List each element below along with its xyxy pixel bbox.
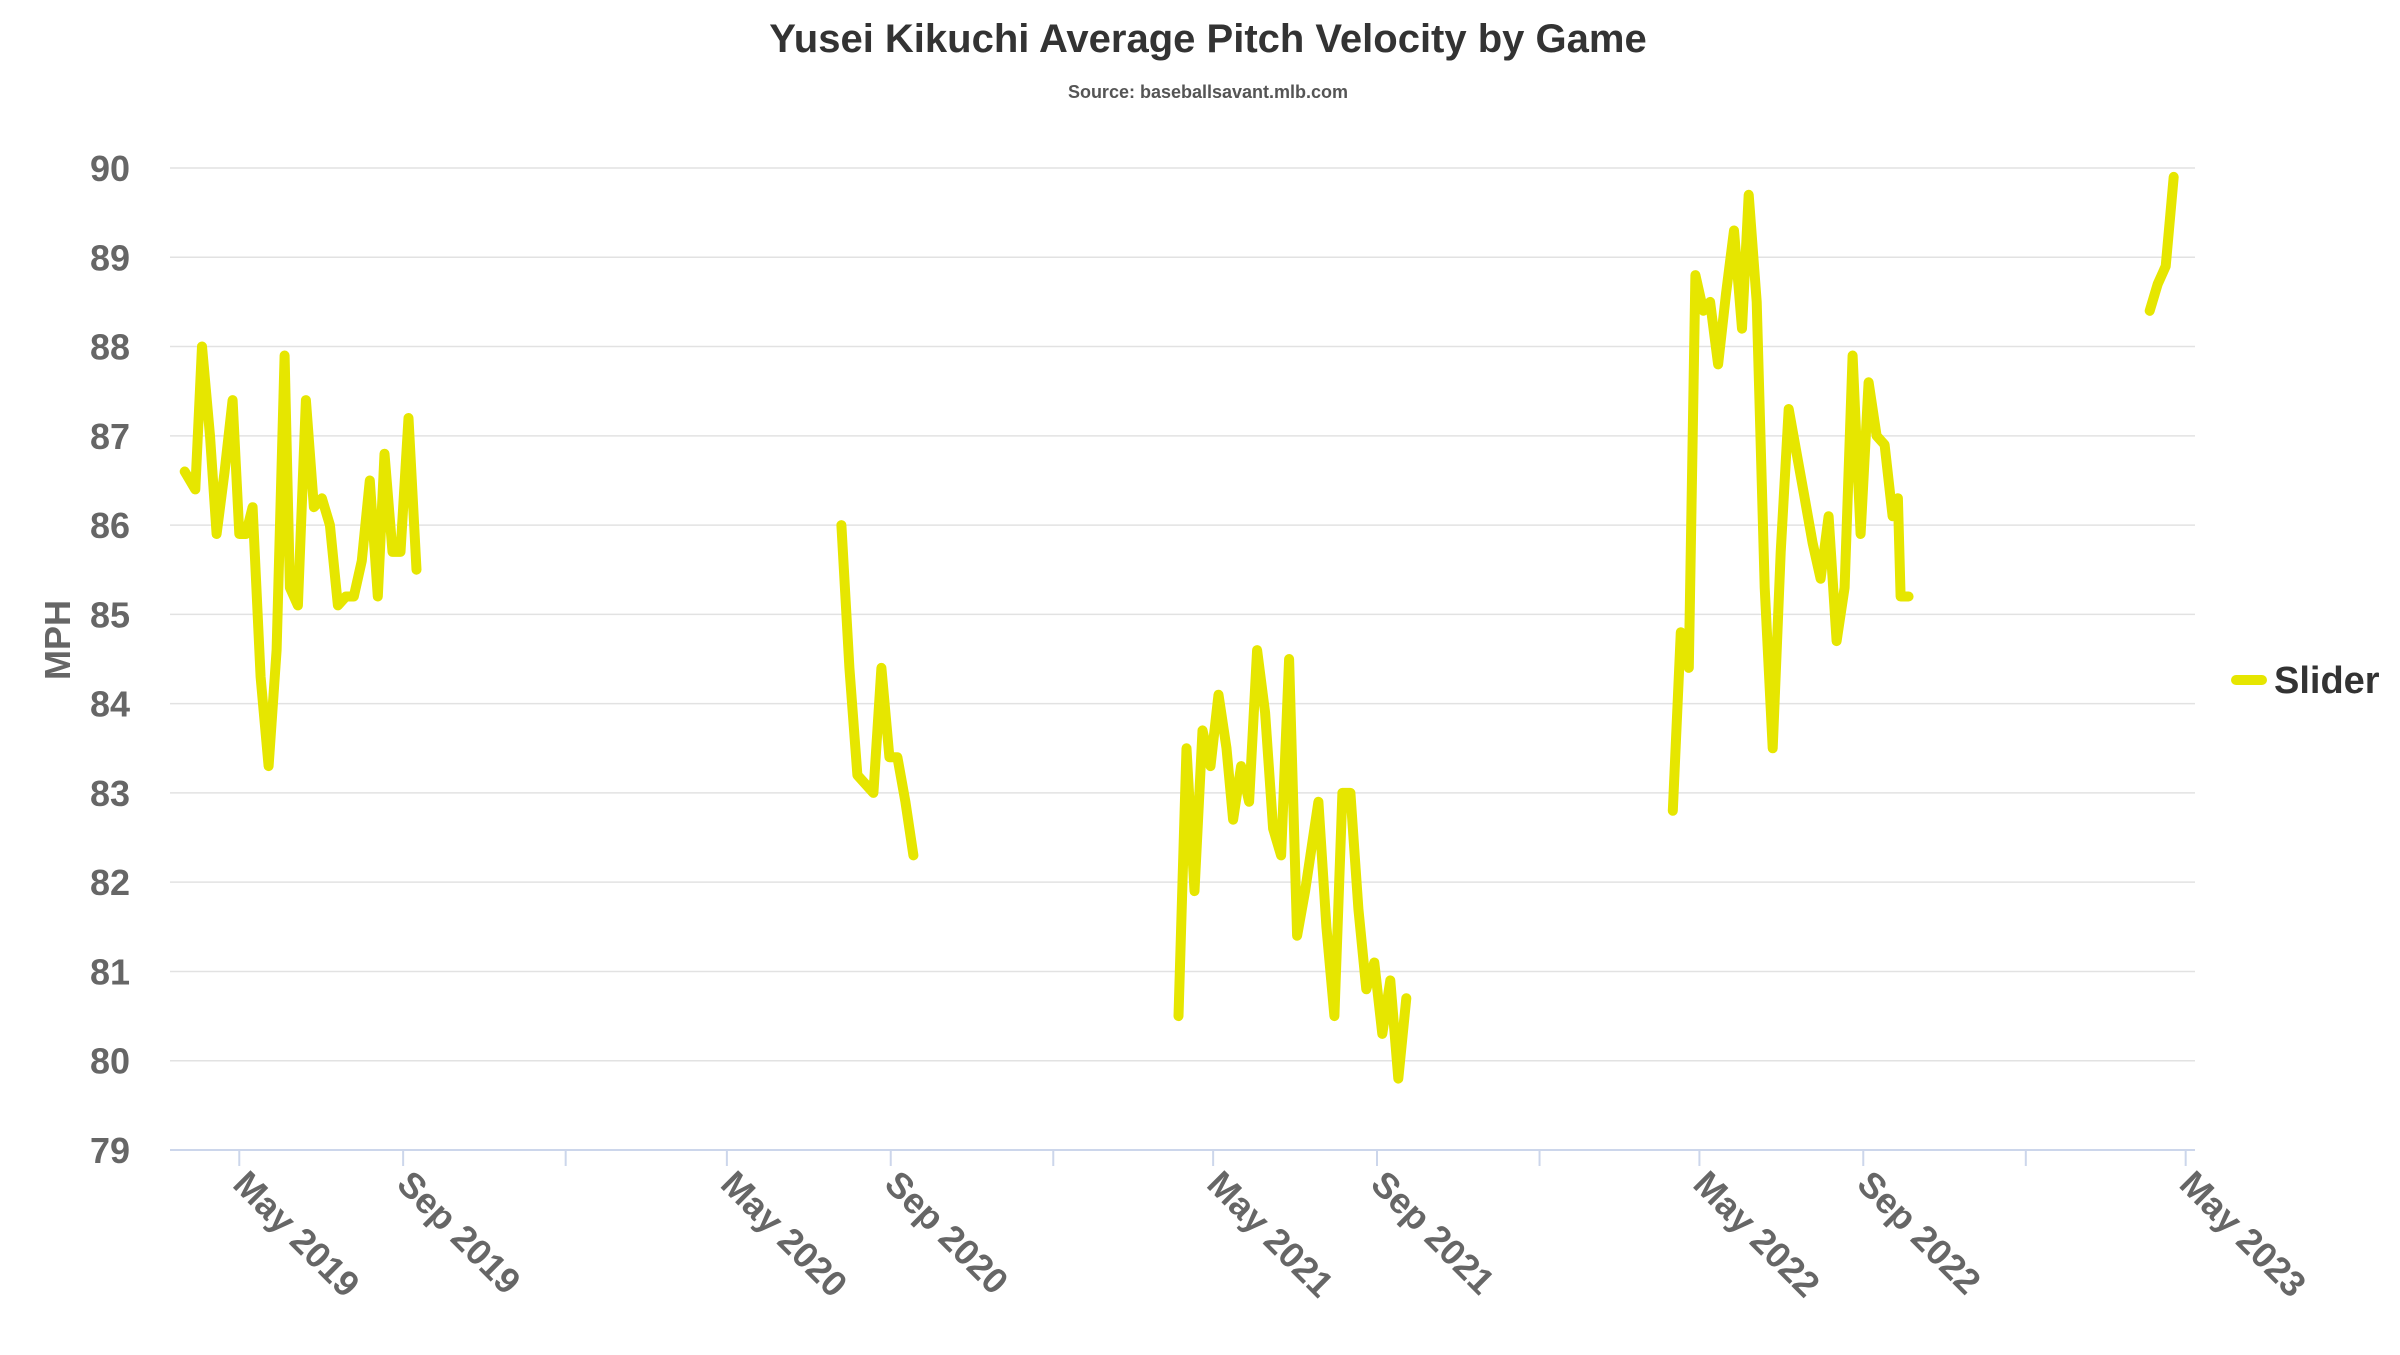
y-tick-label: 85 [90,594,130,635]
x-tick-label: May 2022 [1686,1163,1828,1305]
y-tick-label: 86 [90,505,130,546]
series-line-slider-segment-5 [2144,171,2179,316]
series-lines [179,171,2179,1084]
x-tick-label: Sep 2019 [389,1163,528,1302]
x-tick-label: May 2021 [1199,1163,1341,1305]
y-tick-label: 82 [90,862,130,903]
y-axis-ticks: 79 80 81 82 83 84 85 86 87 88 89 90 [90,148,130,1171]
series-line-slider-segment-1 [179,341,422,772]
y-tick-label: 81 [90,951,130,992]
y-tick-label: 83 [90,773,130,814]
series-line-slider-segment-4 [1667,189,1914,816]
y-tick-label: 87 [90,416,130,457]
legend[interactable]: Slider [2231,660,2380,702]
x-tick-label: Sep 2020 [877,1163,1016,1302]
y-tick-label: 84 [90,684,130,725]
x-axis: May 2019 Sep 2019 May 2020 Sep 2020 May 2021… [170,1149,2314,1305]
y-tick-label: 89 [90,237,130,278]
y-tick-label: 80 [90,1041,130,1082]
y-tick-label: 88 [90,327,130,368]
x-tick-label: Sep 2021 [1363,1163,1502,1302]
x-tick-label: May 2023 [2172,1163,2314,1305]
y-axis-title: MPH [37,600,78,680]
x-tick-label: May 2020 [713,1163,855,1305]
x-tick-label: May 2019 [226,1163,368,1305]
chart-subtitle: Source: baseballsavant.mlb.com [1068,82,1348,102]
legend-label-slider: Slider [2274,660,2380,702]
x-tick-label: Sep 2022 [1850,1163,1989,1302]
gridlines [170,167,2195,1062]
y-tick-label: 79 [90,1130,130,1171]
series-line-slider-segment-3 [1173,645,1412,1084]
series-line-slider-segment-2 [836,520,919,861]
y-tick-label: 90 [90,148,130,189]
chart-title: Yusei Kikuchi Average Pitch Velocity by … [769,17,1646,61]
